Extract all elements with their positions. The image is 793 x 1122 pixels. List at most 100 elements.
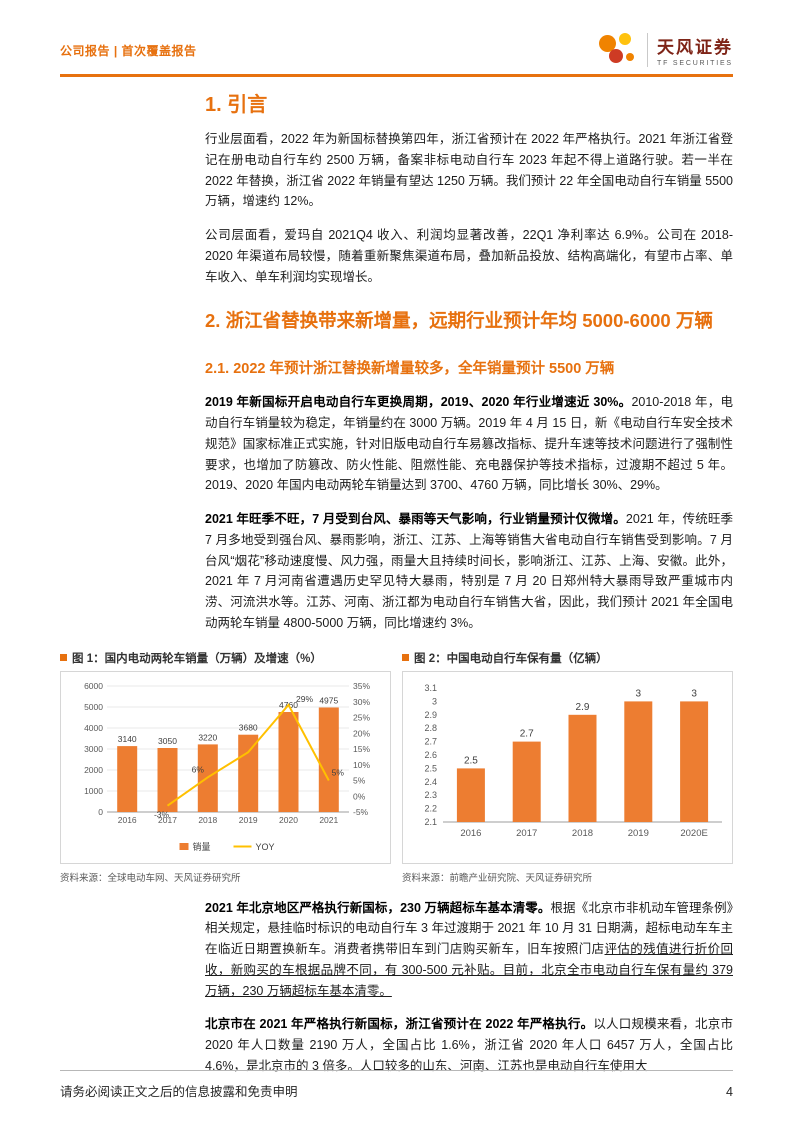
footer-divider — [60, 1070, 733, 1071]
report-body: 1. 引言 行业层面看，2022 年为新国标替换第四年，浙江省预计在 2022 … — [60, 88, 733, 1090]
paragraph-lead: 2019 年新国标开启电动自行车更换周期，2019、2020 年行业增速近 30… — [205, 395, 632, 410]
section-1-heading: 1. 引言 — [205, 94, 268, 116]
svg-text:2.9: 2.9 — [424, 709, 437, 719]
svg-text:4000: 4000 — [84, 723, 103, 733]
svg-text:25%: 25% — [353, 712, 370, 722]
svg-text:3: 3 — [432, 696, 437, 706]
svg-text:-5%: -5% — [353, 807, 369, 817]
figure-2-title-text: 图 2：中国电动自行车保有量（亿辆） — [414, 652, 608, 665]
svg-text:2017: 2017 — [158, 815, 177, 825]
brand-logo: 天风证券 TF SECURITIES — [596, 32, 733, 68]
svg-text:5%: 5% — [353, 775, 366, 785]
svg-text:2.3: 2.3 — [424, 790, 437, 800]
svg-text:2.2: 2.2 — [424, 803, 437, 813]
svg-text:4975: 4975 — [319, 695, 338, 705]
svg-text:6%: 6% — [192, 764, 205, 774]
figure-1-source: 资料来源：全球电动车网、天风证券研究所 — [60, 872, 241, 884]
svg-text:2020E: 2020E — [680, 828, 707, 839]
header-divider — [60, 74, 733, 77]
paragraph-underline-text: 评估的残值进行折价回收，新购买的车根据品牌不同，有 300-500 元补贴。目前… — [205, 942, 733, 998]
svg-text:2.4: 2.4 — [424, 776, 437, 786]
svg-text:2.5: 2.5 — [424, 763, 437, 773]
svg-text:3220: 3220 — [198, 732, 217, 742]
svg-text:20%: 20% — [353, 728, 370, 738]
logo-dot-small — [626, 53, 634, 61]
svg-text:2016: 2016 — [460, 828, 481, 839]
svg-text:3: 3 — [691, 688, 697, 699]
svg-text:30%: 30% — [353, 696, 370, 706]
paragraph-2021-weather: 2021 年旺季不旺，7 月受到台风、暴雨等天气影响，行业销量预计仅微增。202… — [205, 509, 733, 634]
figure-1-title: 图 1：国内电动两轮车销量（万辆）及增速（%） — [60, 650, 391, 666]
svg-text:10%: 10% — [353, 759, 370, 769]
paragraph-zhejiang-forecast: 北京市在 2021 年严格执行新国标，浙江省预计在 2022 年严格执行。以人口… — [205, 1014, 733, 1076]
svg-text:销量: 销量 — [193, 841, 211, 852]
ownership-chart: 2.1 2.2 2.3 2.4 2.5 2.6 2.7 2.8 2.9 3 3.1 2.5 2016 2.… — [424, 683, 722, 839]
paragraph-beijing-clearance: 2021 年北京地区严格执行新国标，230 万辆超标车基本清零。根据《北京市非机… — [205, 898, 733, 1002]
svg-text:29%: 29% — [296, 693, 313, 703]
paragraph-text: 根据《北京市非机动车管理条例》相关规定，悬挂临时标识的电动自行车 3 年过渡期于… — [205, 900, 733, 957]
svg-text:2017: 2017 — [516, 828, 537, 839]
figure-1-title-text: 图 1：国内电动两轮车销量（万辆）及增速（%） — [72, 652, 322, 665]
report-type-label: 公司报告 | 首次覆盖报告 — [60, 43, 197, 58]
paragraph-industry-view: 行业层面看，2022 年为新国标替换第四年，浙江省预计在 2022 年严格执行。… — [205, 129, 733, 212]
footer-disclaimer: 请务必阅读正文之后的信息披露和免责申明 — [60, 1085, 298, 1099]
figures-row: 图 1：国内电动两轮车销量（万辆）及增速（%） 0 1000 2000 3000 400… — [60, 650, 733, 884]
brand-text: 天风证券 TF SECURITIES — [647, 33, 733, 67]
svg-text:2.7: 2.7 — [520, 728, 534, 739]
svg-text:0: 0 — [98, 807, 103, 817]
svg-text:2000: 2000 — [84, 765, 103, 775]
figure-1: 图 1：国内电动两轮车销量（万辆）及增速（%） 0 1000 2000 3000 400… — [60, 650, 391, 884]
paragraph-lead: 2021 年旺季不旺，7 月受到台风、暴雨等天气影响，行业销量预计仅微增。 — [205, 512, 626, 526]
svg-text:YOY: YOY — [256, 842, 275, 852]
svg-text:2018: 2018 — [572, 828, 593, 839]
section-2-1-heading: 2.1. 2022 年预计浙江替换新增量较多，全年销量预计 5500 万辆 — [205, 361, 615, 378]
section-2-heading: 2. 浙江省替换带来新增量，远期行业预计年均 5000-6000 万辆 — [205, 310, 713, 332]
svg-text:2.5: 2.5 — [464, 755, 478, 766]
svg-text:3.1: 3.1 — [424, 683, 437, 693]
page-header: 公司报告 | 首次覆盖报告 天风证券 TF SECURITIES — [60, 28, 733, 72]
sales-and-growth-chart: 0 1000 2000 3000 4000 5000 6000 -5% 0% 5% 10% 15% 20… — [84, 681, 370, 852]
svg-text:3680: 3680 — [239, 722, 258, 732]
footer-row: 请务必阅读正文之后的信息披露和免责申明 4 — [60, 1081, 733, 1100]
paragraph-new-standard: 2019 年新国标开启电动自行车更换周期，2019、2020 年行业增速近 30… — [205, 392, 733, 496]
svg-text:2021: 2021 — [319, 815, 338, 825]
paragraph-text: 行业层面看，2022 年为新国标替换第四年，浙江省预计在 2022 年严格执行。… — [205, 132, 733, 209]
brand-subtitle: TF SECURITIES — [657, 60, 733, 67]
paragraph-text: 公司层面看，爱玛自 2021Q4 收入、利润均显著改善，22Q1 净利率达 6.… — [205, 228, 733, 284]
paragraph-company-view: 公司层面看，爱玛自 2021Q4 收入、利润均显著改善，22Q1 净利率达 6.… — [205, 225, 733, 287]
logo-dot-orange — [599, 35, 616, 52]
paragraph-lead: 2021 年北京地区严格执行新国标，230 万辆超标车基本清零。 — [205, 900, 551, 915]
svg-text:6000: 6000 — [84, 681, 103, 691]
svg-text:3140: 3140 — [118, 734, 137, 744]
paragraph-lead: 北京市在 2021 年严格执行新国标，浙江省预计在 2022 年严格执行。 — [205, 1017, 594, 1032]
svg-text:15%: 15% — [353, 744, 370, 754]
svg-text:2.1: 2.1 — [424, 817, 437, 827]
svg-text:2019: 2019 — [239, 815, 258, 825]
svg-text:5000: 5000 — [84, 702, 103, 712]
tf-securities-logo-icon — [596, 32, 638, 68]
svg-text:3050: 3050 — [158, 736, 177, 746]
svg-text:3000: 3000 — [84, 744, 103, 754]
paragraph-text: 以人口规模来看，北京市 2020 年人口数量 2190 万人，全国占比 1.6%… — [205, 1017, 733, 1073]
figure-2-title: 图 2：中国电动自行车保有量（亿辆） — [402, 650, 733, 666]
page-number: 4 — [726, 1085, 733, 1099]
svg-text:3: 3 — [636, 688, 642, 699]
svg-text:2.9: 2.9 — [576, 701, 590, 712]
figure-bullet-icon — [402, 654, 409, 661]
svg-text:2020: 2020 — [279, 815, 298, 825]
figure-bullet-icon — [60, 654, 67, 661]
svg-text:2.8: 2.8 — [424, 723, 437, 733]
logo-dot-yellow — [619, 33, 631, 45]
svg-text:5%: 5% — [332, 767, 345, 777]
svg-text:2016: 2016 — [118, 815, 137, 825]
svg-text:2.6: 2.6 — [424, 750, 437, 760]
svg-text:35%: 35% — [353, 681, 370, 691]
svg-text:0%: 0% — [353, 791, 366, 801]
paragraph-text: 2021 年，传统旺季 7 月多地受到强台风、暴雨影响，浙江、江苏、上海等销售大… — [205, 512, 733, 630]
paragraph-text: 2010-2018 年，电动自行车销量较为稳定，年销量约在 3000 万辆。20… — [205, 395, 733, 493]
brand-name: 天风证券 — [657, 38, 733, 57]
svg-text:-3%: -3% — [154, 809, 170, 819]
svg-text:2.7: 2.7 — [424, 736, 437, 746]
figure-2-source: 资料来源：前瞻产业研究院、天风证券研究所 — [402, 872, 593, 884]
